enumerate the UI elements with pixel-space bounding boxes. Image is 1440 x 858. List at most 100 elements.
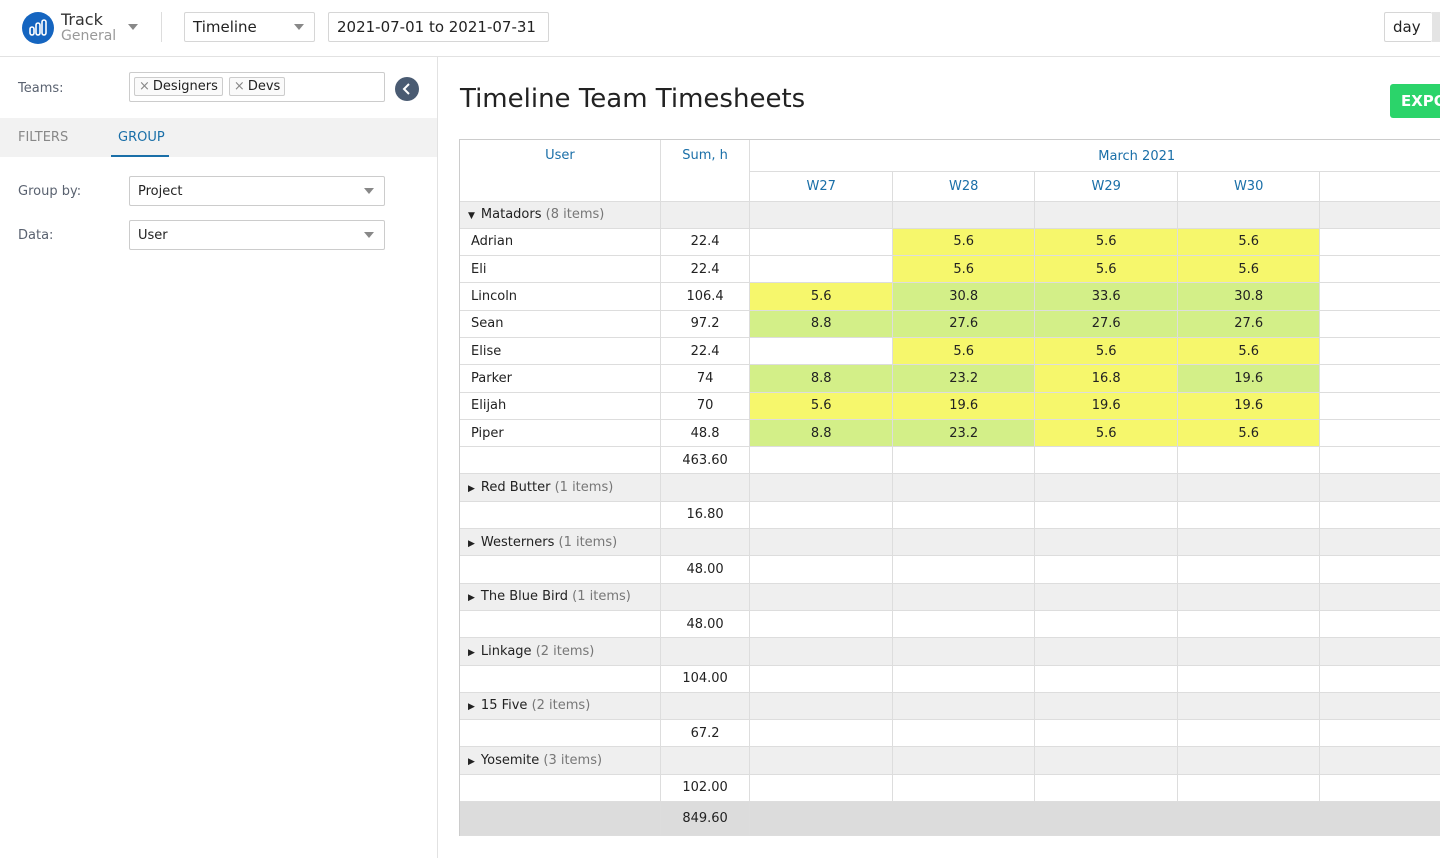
- user-header: User: [460, 140, 661, 202]
- cell: [1034, 555, 1179, 584]
- logo[interactable]: [22, 12, 54, 44]
- cell: [1319, 310, 1440, 338]
- group-count: (1 items): [572, 589, 631, 605]
- cell: [892, 610, 1036, 639]
- expand-toggle[interactable]: ▶: [468, 538, 475, 549]
- sum-cell: 22.4: [660, 228, 751, 257]
- scale-button[interactable]: day: [1384, 12, 1432, 42]
- cell: [1177, 774, 1321, 803]
- cell: [660, 473, 751, 502]
- tag-remove[interactable]: ×: [233, 79, 245, 94]
- divider: [161, 12, 162, 42]
- group-row[interactable]: ▶ Westerners (1 items): [460, 528, 1440, 557]
- app-title[interactable]: Track: [61, 10, 103, 29]
- week-cell: 5.6: [749, 392, 894, 420]
- group-by-select[interactable]: Project: [129, 176, 385, 206]
- cell: [892, 555, 1036, 584]
- user-cell: Piper: [460, 419, 661, 448]
- team-tag[interactable]: × Devs: [228, 77, 286, 96]
- week-cell: [749, 337, 894, 366]
- cell: [749, 774, 894, 803]
- teams-input[interactable]: × Designers × Devs: [129, 72, 385, 102]
- cell: [1177, 610, 1321, 639]
- cell: [749, 446, 894, 475]
- cell: [1319, 719, 1440, 748]
- cell: [1177, 665, 1321, 693]
- user-cell: Adrian: [460, 228, 661, 257]
- group-total-row: 104.00: [460, 665, 1440, 693]
- group-row[interactable]: ▼ Matadors (8 items): [460, 201, 1440, 229]
- data-select[interactable]: User: [129, 220, 385, 250]
- cell: [1319, 528, 1440, 557]
- tag-remove[interactable]: ×: [139, 79, 150, 94]
- user-row: Lincoln 106.4 5.6 30.8 33.6 30.8: [460, 282, 1440, 311]
- expand-toggle[interactable]: ▼: [468, 211, 475, 222]
- week-cell: 5.6: [892, 337, 1036, 366]
- group-row[interactable]: ▶ The Blue Bird (1 items): [460, 583, 1440, 611]
- cell: [1319, 746, 1440, 775]
- expand-toggle[interactable]: ▶: [468, 484, 475, 495]
- teams-label: Teams:: [18, 81, 64, 96]
- group-count: (1 items): [558, 534, 618, 550]
- scale-value: day: [1393, 18, 1421, 36]
- cell: [660, 201, 751, 229]
- scale-toggle[interactable]: [1432, 12, 1440, 42]
- group-row[interactable]: ▶ Red Butter (1 items): [460, 473, 1440, 502]
- week-header: [1319, 171, 1440, 202]
- app-caret[interactable]: [128, 24, 138, 30]
- user-row: Eli 22.4 5.6 5.6 5.6: [460, 255, 1440, 284]
- cell: [1319, 228, 1440, 257]
- cell: [892, 774, 1036, 803]
- group-total-row: 48.00: [460, 555, 1440, 584]
- expand-toggle[interactable]: ▶: [468, 702, 475, 713]
- group-cell: ▶ Westerners (1 items): [460, 528, 661, 557]
- cell: [460, 501, 661, 530]
- user-cell: Sean: [460, 310, 661, 338]
- cell: [1034, 528, 1179, 557]
- grand-total-row: 849.60: [460, 801, 1440, 837]
- cell: [1034, 665, 1179, 693]
- week-cell: 27.6: [1177, 310, 1321, 338]
- collapse-button[interactable]: [394, 76, 420, 102]
- cell: [749, 692, 894, 721]
- group-row[interactable]: ▶ Yosemite (3 items): [460, 746, 1440, 775]
- week-cell: 8.8: [749, 419, 894, 448]
- date-range[interactable]: 2021-07-01 to 2021-07-31: [328, 12, 549, 42]
- cell: [460, 801, 661, 837]
- cell: [1319, 665, 1440, 693]
- expand-toggle[interactable]: ▶: [468, 757, 475, 768]
- page-title: Timeline Team Timesheets: [460, 84, 806, 114]
- top-bar: Track General Timeline 2021-07-01 to 202…: [0, 0, 1440, 57]
- expand-toggle[interactable]: ▶: [468, 593, 475, 604]
- week-cell: 30.8: [892, 282, 1036, 311]
- expand-toggle[interactable]: ▶: [468, 647, 475, 658]
- cell: [660, 746, 751, 775]
- week-cell: 5.6: [1034, 228, 1179, 257]
- app-subtitle[interactable]: General: [61, 28, 117, 44]
- cell: [1319, 610, 1440, 639]
- cell: [892, 501, 1036, 530]
- cell: [1319, 555, 1440, 584]
- group-count: (2 items): [535, 643, 595, 659]
- tab[interactable]: FILTERS: [18, 130, 69, 145]
- cell: [1319, 337, 1440, 366]
- view-select[interactable]: Timeline: [184, 12, 315, 42]
- tag-text: Designers: [152, 79, 218, 94]
- cell: [749, 665, 894, 693]
- group-total-row: 16.80: [460, 501, 1440, 530]
- cell: [1177, 201, 1321, 229]
- cell: [1034, 774, 1179, 803]
- cell: [1177, 746, 1321, 775]
- group-row[interactable]: ▶ 15 Five (2 items): [460, 692, 1440, 721]
- group-cell: ▶ 15 Five (2 items): [460, 692, 661, 721]
- group-count: (3 items): [543, 753, 603, 769]
- cell: [1034, 473, 1179, 502]
- tab[interactable]: GROUP: [111, 118, 169, 157]
- cell: [892, 528, 1036, 557]
- group-row[interactable]: ▶ Linkage (2 items): [460, 637, 1440, 666]
- export-button[interactable]: EXPO: [1390, 84, 1440, 118]
- group-total: 16.80: [660, 501, 751, 530]
- team-tag[interactable]: × Designers: [134, 77, 223, 96]
- week-cell: 27.6: [892, 310, 1036, 338]
